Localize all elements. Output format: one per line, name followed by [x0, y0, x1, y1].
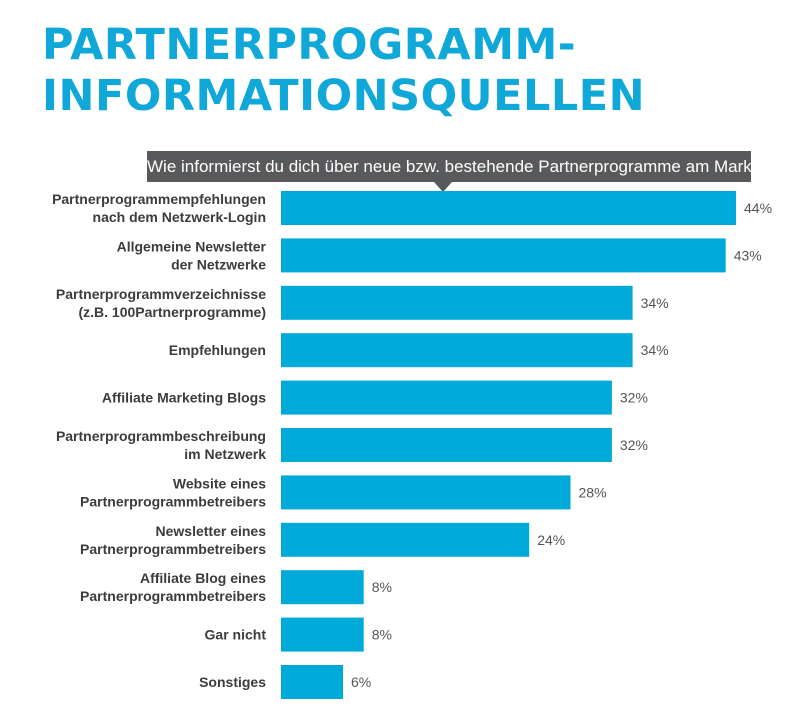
bar [281, 380, 612, 415]
bar [281, 428, 612, 462]
category-label: nach dem Netzwerk-Login [93, 209, 266, 225]
value-label: 34% [641, 342, 669, 358]
category-label: Partnerprogrammverzeichnisse [56, 286, 266, 302]
category-label: Partnerprogrammbetreibers [80, 588, 266, 604]
survey-question: Wie informierst du dich über neue bzw. b… [147, 151, 766, 182]
bar [281, 617, 364, 652]
category-label: Empfehlungen [169, 342, 266, 358]
category-label: (z.B. 100Partnerprogramme) [78, 304, 266, 320]
bar [281, 333, 633, 368]
category-label: Affiliate Blog eines [140, 570, 266, 586]
category-label: Partnerprogrammempfehlungen [52, 191, 266, 207]
bar [281, 238, 726, 273]
question-pointer-arrow [434, 182, 452, 192]
value-label: 8% [372, 579, 392, 595]
value-label: 24% [537, 532, 565, 548]
category-label: Gar nicht [205, 627, 267, 643]
chart-title-line-1: PARTNERPROGRAMM- [42, 20, 577, 70]
bar [281, 475, 571, 510]
bar [281, 665, 343, 699]
category-label: Website eines [173, 475, 266, 491]
category-label: Partnerprogrammbetreibers [80, 493, 266, 509]
value-label: 6% [351, 674, 371, 690]
bar [281, 522, 530, 557]
category-label: Partnerprogrammbeschreibung [56, 428, 266, 444]
category-label: Affiliate Marketing Blogs [102, 390, 266, 406]
category-label: der Netzwerke [171, 256, 266, 272]
chart-title-line-2: INFORMATIONSQUELLEN [42, 71, 646, 121]
category-label: im Netzwerk [184, 446, 266, 462]
value-label: 44% [744, 200, 772, 216]
category-label: Newsletter eines [156, 523, 267, 539]
category-label: Sonstiges [199, 674, 266, 690]
value-label: 43% [734, 247, 762, 263]
value-label: 32% [620, 390, 648, 406]
chart-title: PARTNERPROGRAMM- INFORMATIONSQUELLEN [42, 20, 645, 122]
value-label: 34% [641, 295, 669, 311]
bar [281, 285, 633, 320]
bar [281, 570, 364, 605]
category-label: Partnerprogrammbetreibers [80, 541, 266, 557]
bar [281, 191, 736, 225]
category-label: Allgemeine Newsletter [117, 238, 267, 254]
value-label: 8% [372, 627, 392, 643]
value-label: 28% [579, 484, 607, 500]
value-label: 32% [620, 437, 648, 453]
